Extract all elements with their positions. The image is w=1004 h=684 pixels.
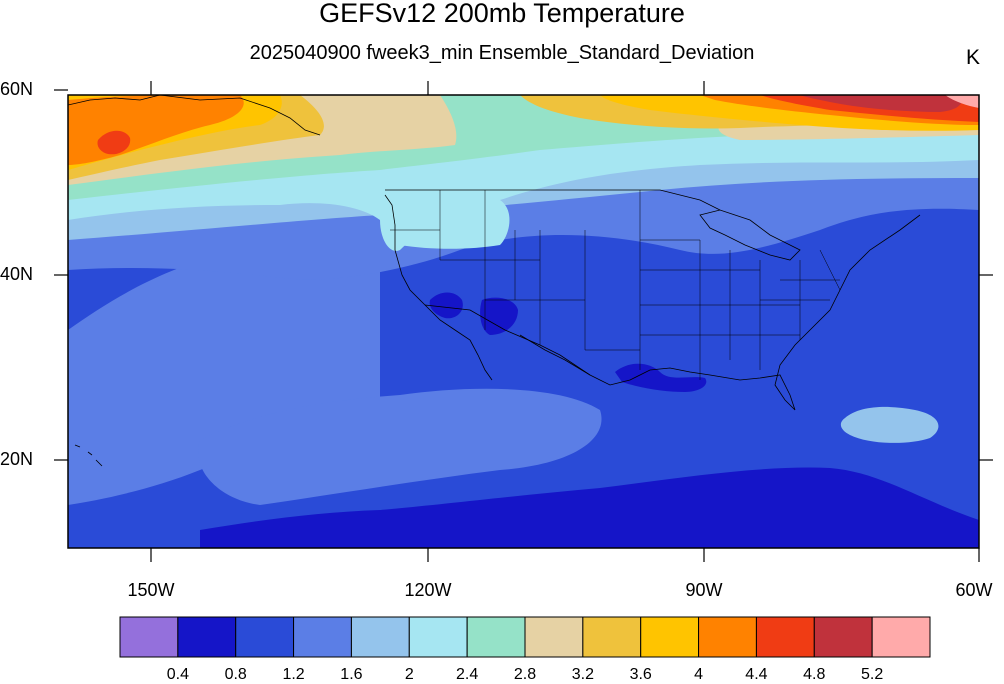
contour-fill	[68, 95, 979, 548]
state-lines-east	[760, 249, 841, 340]
colorbar-box	[293, 616, 352, 658]
band-pink-ne	[945, 95, 979, 108]
colorbar-tick-label: 3.6	[629, 666, 652, 683]
plot-frame	[67, 94, 980, 549]
border-us-mexico	[424, 304, 591, 376]
colorbar-tick-label: 2.4	[456, 666, 479, 683]
band-pnw	[386, 196, 510, 249]
colorbar	[119, 616, 931, 658]
colorbar-tick-label: 1.2	[282, 666, 305, 683]
units-label: K	[966, 46, 981, 69]
colorbar-box	[871, 616, 931, 658]
band-arizona	[429, 292, 463, 319]
hawaii-islands	[74, 444, 103, 467]
chart-subtitle: 2025040900 fweek3_min Ensemble_Standard_…	[249, 42, 755, 64]
state-lines-west	[390, 190, 586, 350]
band-southern-strip	[200, 467, 979, 548]
colorbar-box	[698, 616, 757, 658]
axis-ticks	[54, 81, 993, 562]
colorbar-box	[235, 616, 295, 658]
lat-label-20n: 20N	[0, 449, 34, 469]
colorbar-tick-label: 3.2	[571, 666, 594, 683]
colorbar-tick-label: 2.8	[513, 666, 537, 683]
colorbar-tick-label: 5.2	[861, 666, 884, 683]
coastline-alaska-panhandle	[68, 95, 321, 136]
colorbar-tick-label: 1.6	[340, 666, 363, 683]
band-central-pacific	[198, 388, 602, 505]
colorbar-tick-label: 4.4	[745, 666, 768, 683]
colorbar-box	[813, 616, 873, 658]
lat-label-40n: 40N	[0, 264, 34, 284]
colorbar-box	[408, 616, 468, 658]
band-subtropical-pacific	[68, 247, 380, 505]
colorbar-box	[177, 616, 237, 658]
colorbar-box	[524, 616, 584, 658]
chart-title: GEFSv12 200mb Temperature	[319, 0, 685, 28]
coastlines	[68, 95, 921, 467]
band-atlantic-cell	[840, 406, 939, 443]
colorbar-box	[350, 616, 410, 658]
colorbar-box	[582, 616, 642, 658]
coastline-great-lakes	[699, 209, 801, 261]
band-arizona-2	[480, 297, 518, 335]
colorbar-tick-label: 0.4	[166, 666, 189, 683]
colorbar-tick-label: 2	[404, 666, 414, 683]
band-texas-coast	[615, 363, 707, 392]
state-borders	[390, 190, 841, 380]
colorbar-tick-label: 4	[694, 666, 704, 683]
colorbar-box	[640, 616, 700, 658]
band-red-gulf-alaska	[97, 130, 131, 155]
lon-label-60w: 60W	[955, 580, 993, 600]
state-lines-central	[585, 190, 800, 380]
colorbar-box	[755, 616, 815, 658]
colorbar-box	[466, 616, 526, 658]
lon-label-120w: 120W	[404, 580, 452, 600]
colorbar-box	[119, 616, 179, 658]
band-darkred-ne	[800, 95, 962, 112]
lon-label-150w: 150W	[127, 580, 175, 600]
lon-label-90w: 90W	[685, 580, 723, 600]
coastline-gulf-atlantic	[519, 214, 921, 411]
colorbar-tick-label: 4.8	[803, 666, 826, 683]
colorbar-tick-label: 0.8	[224, 666, 247, 683]
lat-label-60n: 60N	[0, 79, 34, 99]
